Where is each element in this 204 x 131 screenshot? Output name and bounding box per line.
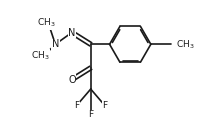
Text: CH$_3$: CH$_3$ [37, 17, 55, 29]
Text: F: F [102, 101, 107, 110]
Text: N: N [68, 28, 75, 37]
Text: O: O [68, 75, 75, 85]
Text: F: F [74, 101, 79, 110]
Text: CH$_3$: CH$_3$ [31, 50, 49, 62]
Text: N: N [51, 39, 59, 49]
Text: CH$_3$: CH$_3$ [175, 38, 194, 51]
Text: F: F [88, 110, 93, 119]
